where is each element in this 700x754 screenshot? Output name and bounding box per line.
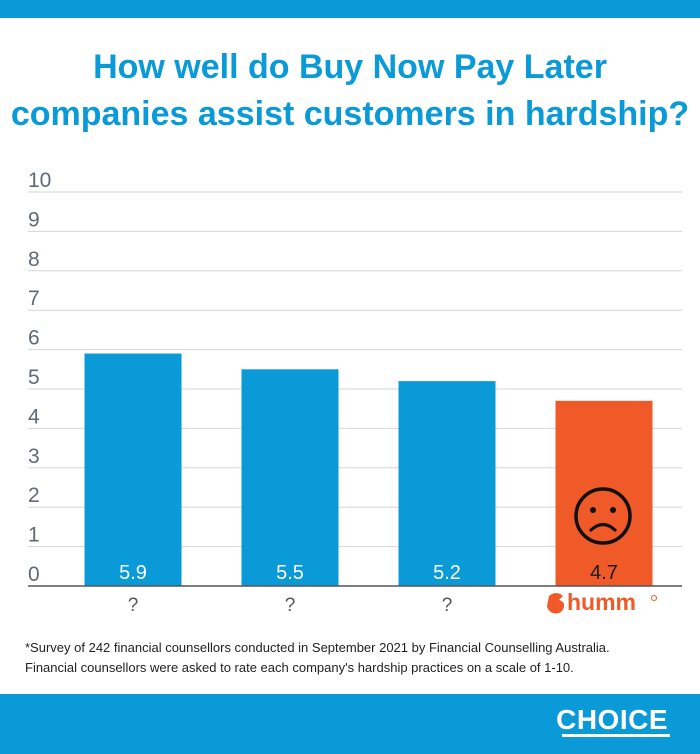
y-tick-label-5: 5 [28, 366, 40, 389]
humm-logo-wordmark: humm [567, 589, 636, 615]
bar-value-label-2: 5.5 [276, 562, 304, 584]
y-tick-label-4: 4 [28, 405, 40, 428]
sad-face-icon [574, 487, 632, 545]
chart-title-line-1: How well do Buy Now Pay Later [93, 48, 607, 86]
y-tick-label-9: 9 [28, 208, 40, 231]
y-tick-label-8: 8 [28, 248, 40, 271]
footer-bar: CHOICE [0, 694, 700, 754]
humm-logo: humm [547, 589, 657, 615]
y-tick-label-0: 0 [28, 563, 40, 586]
footnote: *Survey of 242 financial counsellors con… [25, 638, 685, 678]
bar-chart: 0 1 2 3 4 5 6 7 8 9 10 5.9? 5.5? 5.2? 4.7 humm [28, 169, 682, 616]
bar-3 [398, 381, 496, 586]
bar-4 [555, 400, 653, 586]
x-category-label-2: ? [285, 595, 296, 616]
x-category-label-1: ? [128, 595, 139, 616]
x-category-label-3: ? [442, 595, 453, 616]
choice-logo[interactable]: CHOICE [556, 704, 668, 735]
bar-2 [241, 369, 339, 586]
footnote-line-1: *Survey of 242 financial counsellors con… [25, 640, 610, 655]
y-tick-label-10: 10 [28, 169, 51, 192]
bar-value-label-3: 5.2 [433, 562, 461, 584]
y-tick-label-2: 2 [28, 484, 40, 507]
bar-value-label-4: 4.7 [590, 562, 618, 584]
chart-title-line-2: companies assist customers in hardship? [10, 95, 690, 133]
y-tick-label-6: 6 [28, 327, 40, 350]
top-accent-bar [0, 0, 700, 18]
y-tick-label-7: 7 [28, 287, 40, 310]
footnote-line-2: Financial counsellors were asked to rate… [25, 660, 574, 675]
y-tick-label-1: 1 [28, 524, 40, 547]
y-tick-label-3: 3 [28, 445, 40, 468]
chart-title: How well do Buy Now Pay Later companies … [0, 44, 700, 138]
bar-value-label-1: 5.9 [119, 562, 147, 584]
bar-1 [84, 353, 182, 586]
choice-logo-underline [562, 734, 670, 737]
